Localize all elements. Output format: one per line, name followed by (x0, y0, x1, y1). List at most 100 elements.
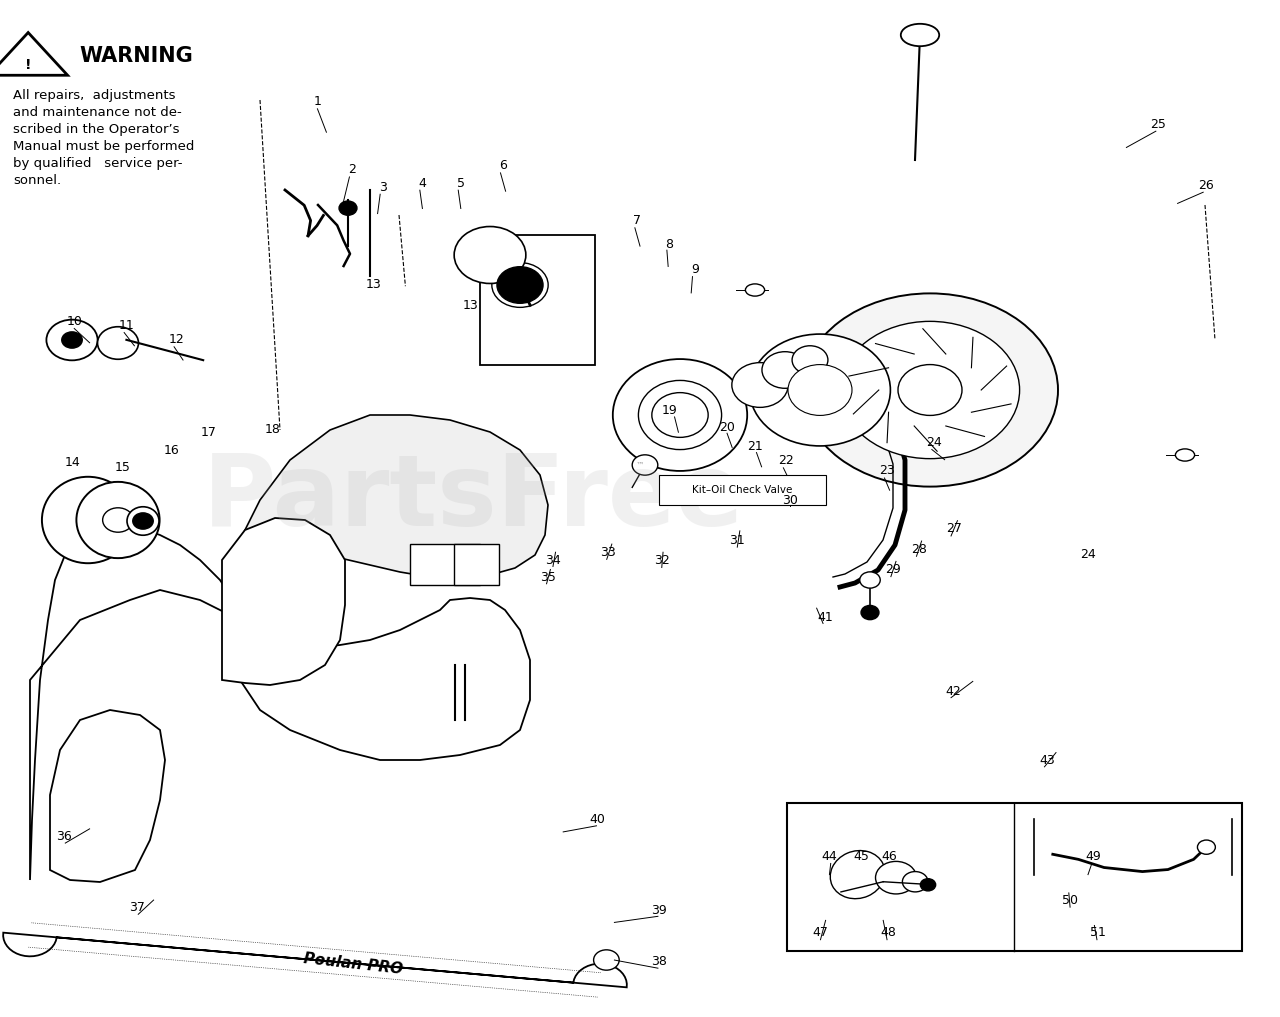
Text: 48: 48 (881, 926, 896, 939)
Text: 7: 7 (634, 215, 641, 227)
Bar (787, 803, 1242, 951)
Text: ™: ™ (636, 461, 645, 470)
Text: 37: 37 (129, 901, 145, 913)
Ellipse shape (639, 380, 722, 450)
Ellipse shape (831, 850, 884, 899)
Text: 38: 38 (652, 955, 667, 967)
Circle shape (339, 201, 357, 216)
Text: 9: 9 (691, 263, 699, 276)
Text: 16: 16 (164, 444, 179, 457)
Text: 20: 20 (719, 421, 735, 433)
Text: 50: 50 (1062, 894, 1078, 906)
Text: 6: 6 (499, 160, 507, 172)
Text: 18: 18 (265, 423, 280, 435)
Circle shape (632, 455, 658, 475)
Text: 28: 28 (911, 543, 927, 555)
Ellipse shape (613, 359, 748, 471)
Text: 15: 15 (115, 462, 131, 474)
Ellipse shape (803, 293, 1059, 486)
Ellipse shape (1175, 448, 1194, 461)
Text: 40: 40 (590, 814, 605, 826)
Text: 10: 10 (67, 315, 82, 327)
Text: 13: 13 (366, 279, 381, 291)
Circle shape (652, 393, 708, 437)
Text: 23: 23 (879, 465, 895, 477)
Text: 34: 34 (545, 554, 561, 566)
Text: 49: 49 (1085, 850, 1101, 862)
Ellipse shape (97, 326, 138, 359)
Circle shape (902, 872, 928, 892)
Text: 5: 5 (457, 177, 465, 189)
Text: WARNING: WARNING (79, 46, 193, 66)
Text: Kit–Oil Check Valve: Kit–Oil Check Valve (692, 485, 792, 495)
PathPatch shape (29, 525, 530, 880)
Circle shape (46, 319, 97, 360)
Text: 29: 29 (886, 563, 901, 576)
Circle shape (102, 507, 133, 532)
PathPatch shape (241, 415, 548, 578)
Ellipse shape (77, 482, 160, 558)
Text: 27: 27 (946, 523, 961, 535)
Text: 26: 26 (1198, 179, 1213, 191)
Bar (454, 544, 499, 585)
Text: 33: 33 (600, 546, 616, 558)
Bar (659, 475, 826, 505)
Text: 13: 13 (463, 299, 479, 311)
Circle shape (899, 364, 963, 415)
Circle shape (860, 572, 881, 588)
Text: 2: 2 (348, 164, 356, 176)
Text: !: ! (24, 58, 32, 72)
Text: 35: 35 (540, 572, 556, 584)
Text: 47: 47 (813, 926, 828, 939)
Text: 46: 46 (882, 850, 897, 862)
Circle shape (594, 950, 620, 970)
Ellipse shape (841, 321, 1020, 459)
Circle shape (732, 363, 788, 408)
Text: 24: 24 (927, 436, 942, 448)
Text: 3: 3 (379, 181, 387, 193)
Circle shape (920, 879, 936, 891)
Circle shape (133, 513, 154, 529)
Circle shape (861, 605, 879, 619)
Text: 17: 17 (201, 426, 216, 438)
Text: 24: 24 (1080, 548, 1096, 560)
PathPatch shape (50, 710, 165, 882)
Circle shape (762, 352, 808, 388)
Text: 22: 22 (778, 455, 794, 467)
Text: 31: 31 (730, 534, 745, 546)
Ellipse shape (745, 284, 764, 296)
Circle shape (750, 334, 891, 445)
Text: 32: 32 (654, 554, 669, 566)
Circle shape (1198, 840, 1216, 854)
Circle shape (454, 227, 526, 284)
Text: 51: 51 (1091, 926, 1106, 939)
Text: 12: 12 (169, 334, 184, 346)
Text: 43: 43 (1039, 755, 1055, 767)
PathPatch shape (0, 33, 68, 75)
Text: PartsFree: PartsFree (202, 450, 745, 547)
Text: 4: 4 (419, 177, 426, 189)
Ellipse shape (42, 477, 134, 563)
PathPatch shape (221, 518, 346, 685)
Text: 1: 1 (314, 96, 321, 108)
Text: 30: 30 (782, 494, 797, 506)
Text: All repairs,  adjustments
and maintenance not de-
scribed in the Operator’s
Manu: All repairs, adjustments and maintenance… (13, 89, 195, 187)
Text: Poulan PRO: Poulan PRO (303, 951, 404, 977)
Text: 8: 8 (666, 238, 673, 250)
Text: 39: 39 (652, 904, 667, 916)
Ellipse shape (901, 23, 940, 46)
Text: 44: 44 (822, 850, 837, 862)
Text: 14: 14 (65, 457, 81, 469)
PathPatch shape (3, 933, 627, 988)
Text: 25: 25 (1151, 118, 1166, 130)
Text: 21: 21 (748, 440, 763, 453)
Text: 36: 36 (56, 831, 72, 843)
Bar (410, 544, 480, 585)
Circle shape (492, 262, 548, 307)
Ellipse shape (127, 506, 159, 535)
Text: 41: 41 (818, 611, 833, 623)
Circle shape (61, 332, 82, 348)
Circle shape (792, 346, 828, 374)
Text: 11: 11 (119, 319, 134, 332)
Circle shape (788, 364, 852, 415)
